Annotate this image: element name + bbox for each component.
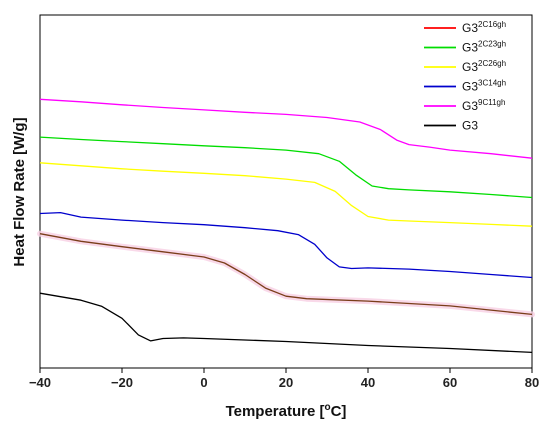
legend-entry: G32C23gh: [462, 40, 506, 55]
x-tick-label: 80: [525, 375, 539, 390]
series-line-9c11gh: [39, 98, 533, 159]
x-tick-label: −20: [111, 375, 133, 390]
legend: G32C16gh G32C23gh G32C26gh G33C14gh G39C11gh…: [424, 20, 506, 133]
series-line-2c23gh: [39, 136, 533, 199]
x-tick-label: 20: [279, 375, 293, 390]
x-tick-label: 60: [443, 375, 457, 390]
series-line-3c14gh: [39, 211, 533, 279]
series-layer: [37, 98, 535, 354]
y-axis-title: Heat Flow Rate [W/g]: [11, 117, 28, 266]
legend-entry: G39C11gh: [462, 98, 505, 113]
x-axis-title: Temperature [oC]: [226, 402, 347, 420]
series-line-base: [39, 292, 533, 354]
x-tick-label: 0: [200, 375, 207, 390]
legend-entry: G3: [462, 119, 478, 133]
plot-area-border: [39, 14, 533, 369]
x-axis: −40 −20 0 20 40 60 80: [29, 368, 539, 390]
plot-frame: [39, 14, 533, 369]
series-line-2c16gh: [39, 233, 533, 316]
series-line-2c26gh: [39, 162, 533, 227]
x-tick-label: −40: [29, 375, 51, 390]
x-tick-label: 40: [361, 375, 375, 390]
legend-entry: G32C26gh: [462, 59, 506, 74]
legend-entry: G32C16gh: [462, 20, 506, 35]
legend-entry: G33C14gh: [462, 79, 506, 94]
